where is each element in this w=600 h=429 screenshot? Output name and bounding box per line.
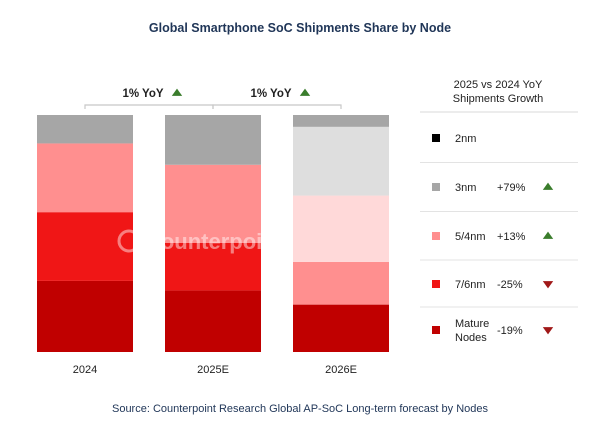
watermark-logo-icon (117, 229, 141, 253)
watermark-text: Counterpoint (145, 229, 284, 254)
bar-2026e-seg-2 (293, 261, 389, 305)
legend-header: 2025 vs 2024 YoY (454, 79, 543, 91)
legend-label: 3nm (455, 182, 476, 194)
legend-swatch (432, 326, 440, 334)
bar-2025e-seg-2 (165, 164, 261, 243)
legend-growth-value: -25% (497, 279, 523, 291)
bar-2024-seg-0 (37, 280, 133, 352)
bar-2024-seg-1 (37, 212, 133, 281)
legend-label: 5/4nm (455, 231, 486, 243)
yoy-bracket (212, 104, 342, 109)
growth-up-arrow-icon (542, 182, 554, 190)
yoy-label-bg (109, 85, 189, 101)
chart-title: Global Smartphone SoC Shipments Share by… (149, 21, 451, 35)
legend-label: 2nm (455, 133, 476, 145)
yoy-up-arrow-icon (299, 88, 311, 96)
x-tick-label: 2025E (197, 364, 229, 376)
bar-2025e-seg-4 (165, 115, 261, 165)
bar-2026e-seg-3 (293, 195, 389, 262)
growth-down-arrow-icon (542, 327, 554, 335)
legend: 2025 vs 2024 YoY Shipments Growth 2nm 3nm +7… (420, 79, 578, 344)
x-tick-label: 2024 (73, 364, 97, 376)
legend-swatch (432, 232, 440, 240)
bar-2026e-seg-0 (293, 304, 389, 352)
yoy-annotation: 1% YoY (122, 88, 163, 100)
legend-growth-value: +13% (497, 231, 526, 243)
legend-swatch (432, 134, 440, 142)
bar-2026e-seg-5 (293, 126, 389, 196)
legend-label: 7/6nm (455, 279, 486, 291)
x-tick-label: 2026E (325, 364, 357, 376)
bar-2025e-seg-1 (165, 242, 261, 291)
legend-growth-value: +79% (497, 182, 526, 194)
bar-2024-seg-4 (37, 115, 133, 144)
legend-swatch (432, 280, 440, 288)
yoy-label-bg (237, 85, 317, 101)
growth-down-arrow-icon (542, 281, 554, 289)
legend-growth-value: -19% (497, 325, 523, 337)
yoy-bracket (84, 104, 214, 109)
bar-2025e-seg-0 (165, 290, 261, 352)
yoy-annotation: 1% YoY (250, 88, 291, 100)
legend-label: Mature (455, 318, 489, 330)
bar-2026e-seg-7 (293, 115, 389, 127)
growth-up-arrow-icon (542, 231, 554, 239)
legend-swatch (432, 183, 440, 191)
legend-header: Shipments Growth (453, 93, 543, 105)
yoy-up-arrow-icon (171, 88, 183, 96)
plot-area: 2024 2025E 2026E Counterpoint 1% YoY 1% YoY (37, 85, 389, 376)
bar-2024-seg-2 (37, 143, 133, 213)
source-note: Source: Counterpoint Research Global AP-… (112, 403, 489, 415)
legend-label: Nodes (455, 332, 487, 344)
